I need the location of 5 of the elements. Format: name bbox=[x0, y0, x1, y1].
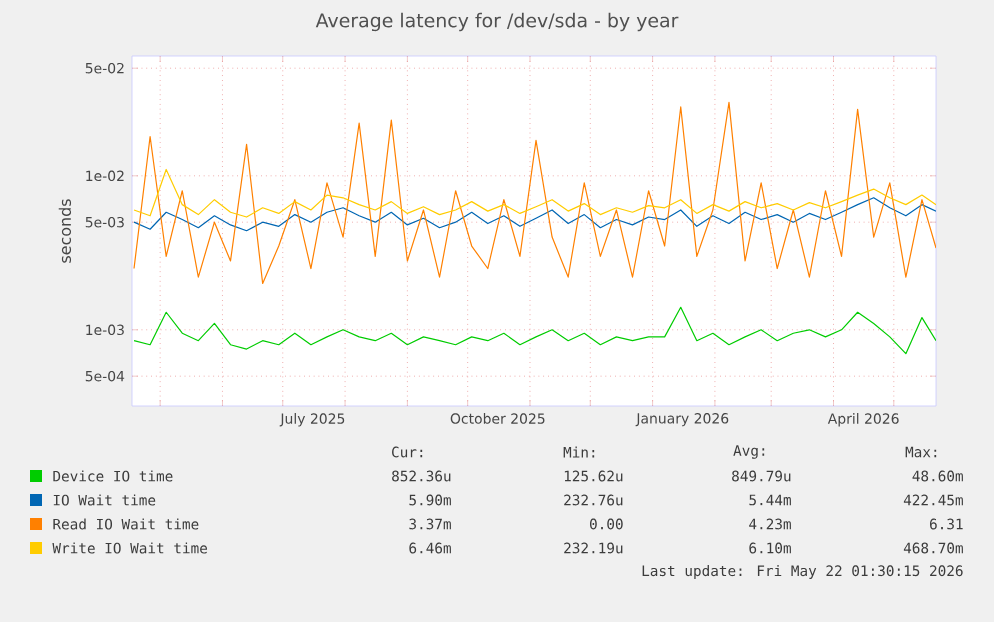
line-series bbox=[133, 101, 937, 285]
line-series bbox=[133, 168, 937, 218]
line-series bbox=[133, 197, 937, 232]
line-series bbox=[133, 306, 937, 355]
chart-title: Average latency for /dev/sda - by year bbox=[315, 12, 679, 32]
